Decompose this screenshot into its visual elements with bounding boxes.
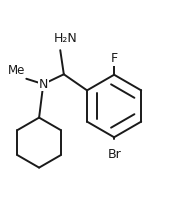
Text: Br: Br	[108, 148, 122, 161]
Text: H₂N: H₂N	[54, 32, 78, 45]
Text: Me: Me	[8, 64, 25, 77]
Text: F: F	[111, 52, 118, 65]
Text: N: N	[39, 78, 48, 91]
